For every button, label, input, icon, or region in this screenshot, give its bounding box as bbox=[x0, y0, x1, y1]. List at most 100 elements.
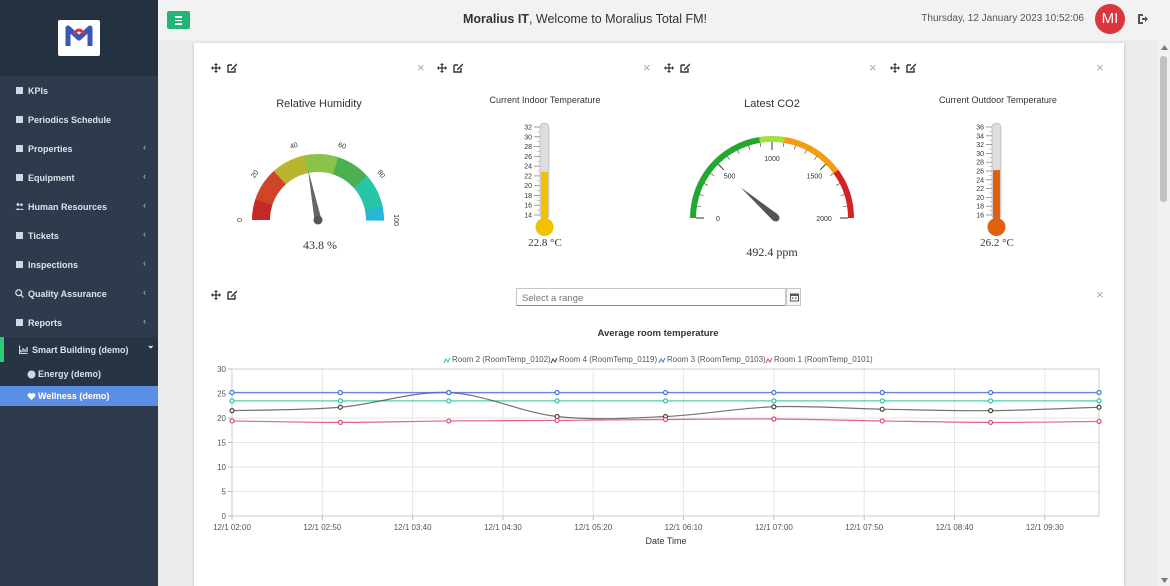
scroll-up-arrow-icon[interactable] bbox=[1161, 45, 1168, 51]
co2-close-icon[interactable]: × bbox=[869, 60, 877, 75]
indoor-temp-edit-icon[interactable] bbox=[453, 63, 463, 73]
chevron-left-icon: ‹ bbox=[143, 287, 146, 297]
data-point[interactable] bbox=[988, 389, 994, 396]
sidebar-item-equipment[interactable]: Equipment ‹ bbox=[0, 163, 158, 192]
chart-edit-icon[interactable] bbox=[227, 290, 237, 300]
outdoor-temp-tick-label: 30 bbox=[976, 151, 984, 158]
top-bar bbox=[158, 0, 1170, 40]
sidebar-item-inspections[interactable]: Inspections ‹ bbox=[0, 250, 158, 279]
sidebar-item-wellness-demo[interactable]: Wellness (demo) bbox=[0, 386, 158, 406]
data-point[interactable] bbox=[446, 389, 452, 396]
x-tick-label: 12/1 06:10 bbox=[665, 523, 703, 532]
date-range-input[interactable] bbox=[516, 288, 786, 306]
data-point[interactable] bbox=[879, 389, 885, 396]
indoor-temp-mercury bbox=[541, 171, 548, 223]
data-point[interactable] bbox=[1096, 398, 1102, 404]
sidebar-item-tickets[interactable]: Tickets ‹ bbox=[0, 221, 158, 250]
data-point[interactable] bbox=[554, 389, 560, 396]
data-point[interactable] bbox=[879, 406, 885, 412]
data-point[interactable] bbox=[1096, 418, 1102, 425]
co2-edit-icon[interactable] bbox=[680, 63, 690, 73]
data-point[interactable] bbox=[337, 404, 343, 410]
data-point[interactable] bbox=[1096, 389, 1102, 396]
humidity-arc-segment bbox=[359, 187, 379, 201]
outdoor-temp-edit-icon[interactable] bbox=[906, 63, 916, 73]
humidity-edit-icon[interactable] bbox=[227, 63, 237, 73]
co2-tick-label: 1500 bbox=[807, 174, 823, 181]
book-icon bbox=[16, 174, 23, 181]
sidebar-item-properties[interactable]: Properties ‹ bbox=[0, 134, 158, 163]
y-tick-label: 25 bbox=[217, 390, 226, 399]
sidebar-item-label: Inspections bbox=[28, 259, 79, 270]
data-point[interactable] bbox=[229, 398, 235, 404]
sidebar-item-smart-building-demo[interactable]: Smart Building (demo) ⌄ bbox=[0, 337, 158, 362]
data-point[interactable] bbox=[771, 416, 777, 422]
data-point[interactable] bbox=[879, 418, 885, 424]
data-point[interactable] bbox=[446, 398, 452, 404]
sidebar-item-quality-assurance[interactable]: Quality Assurance ‹ bbox=[0, 279, 158, 308]
data-point[interactable] bbox=[229, 389, 235, 396]
data-point[interactable] bbox=[662, 398, 669, 404]
company-logo[interactable] bbox=[58, 20, 100, 56]
indoor-temp-close-icon[interactable]: × bbox=[643, 60, 651, 75]
chart-move-icon[interactable] bbox=[211, 290, 221, 300]
data-point[interactable] bbox=[662, 416, 669, 423]
indoor-temp-tick-label: 16 bbox=[524, 203, 532, 210]
legend-item[interactable]: Room 3 (RoomTemp_0103) bbox=[667, 355, 766, 364]
sidebar-item-reports[interactable]: Reports ‹ bbox=[0, 308, 158, 337]
data-point[interactable] bbox=[229, 408, 235, 414]
data-point[interactable] bbox=[988, 408, 994, 414]
data-point[interactable] bbox=[662, 389, 669, 396]
legend-item[interactable]: Room 4 (RoomTemp_0119) bbox=[559, 355, 657, 364]
legend-swatch bbox=[658, 357, 666, 364]
data-point[interactable] bbox=[1096, 404, 1102, 410]
co2-value: 492.4 ppm bbox=[746, 245, 798, 259]
sidebar-item-kpis[interactable]: KPIs bbox=[0, 76, 158, 105]
data-point[interactable] bbox=[771, 404, 777, 410]
indoor-temp-tick-label: 26 bbox=[524, 154, 532, 161]
data-point[interactable] bbox=[446, 418, 452, 424]
book-icon bbox=[16, 319, 23, 326]
humidity-arc-segment bbox=[311, 154, 319, 173]
data-point[interactable] bbox=[771, 389, 777, 396]
data-point[interactable] bbox=[988, 419, 994, 426]
sidebar-item-label: Wellness (demo) bbox=[38, 391, 110, 401]
indoor-temp-tick-label: 32 bbox=[524, 125, 532, 132]
data-point[interactable] bbox=[229, 418, 235, 424]
scroll-down-arrow-icon[interactable] bbox=[1161, 578, 1168, 584]
sidebar-item-label: Properties bbox=[28, 143, 73, 154]
outdoor-temp-tick-label: 24 bbox=[976, 177, 984, 184]
calendar-button[interactable] bbox=[786, 288, 801, 306]
scrollbar-thumb[interactable] bbox=[1160, 56, 1167, 202]
avatar[interactable]: MI bbox=[1095, 4, 1125, 34]
sidebar-item-energy-demo[interactable]: Energy (demo) bbox=[0, 362, 158, 386]
data-point[interactable] bbox=[337, 398, 343, 404]
humidity-move-icon[interactable] bbox=[211, 63, 221, 73]
data-point[interactable] bbox=[771, 398, 777, 404]
indoor-temp-value: 22.8 °C bbox=[528, 237, 562, 249]
co2-move-icon[interactable] bbox=[664, 63, 674, 73]
humidity-close-icon[interactable]: × bbox=[417, 60, 425, 75]
data-point[interactable] bbox=[988, 398, 994, 404]
data-point[interactable] bbox=[337, 389, 343, 396]
sidebar-item-human-resources[interactable]: Human Resources ‹ bbox=[0, 192, 158, 221]
legend-item[interactable]: Room 1 (RoomTemp_0101) bbox=[774, 355, 873, 364]
data-point[interactable] bbox=[879, 398, 885, 404]
sidebar-item-periodics-schedule[interactable]: Periodics Schedule bbox=[0, 105, 158, 134]
humidity-arc-segment bbox=[350, 170, 368, 189]
legend-item[interactable]: Room 2 (RoomTemp_0102) bbox=[452, 355, 551, 364]
indoor-temp-tick-label: 20 bbox=[524, 183, 532, 190]
chart-close-icon[interactable]: × bbox=[1096, 287, 1104, 302]
data-point[interactable] bbox=[554, 417, 560, 424]
logout-icon[interactable] bbox=[1137, 12, 1149, 24]
data-point[interactable] bbox=[337, 419, 343, 426]
chevron-left-icon: ‹ bbox=[143, 229, 146, 239]
data-point[interactable] bbox=[554, 398, 560, 404]
outdoor-temp-move-icon[interactable] bbox=[890, 63, 900, 73]
outdoor-temp-close-icon[interactable]: × bbox=[1096, 60, 1104, 75]
indoor-temp-move-icon[interactable] bbox=[437, 63, 447, 73]
y-tick-label: 20 bbox=[217, 414, 226, 423]
co2-arc-band bbox=[690, 137, 761, 218]
humidity-arc-segment bbox=[279, 162, 295, 182]
menu-toggle-button[interactable] bbox=[167, 11, 190, 29]
